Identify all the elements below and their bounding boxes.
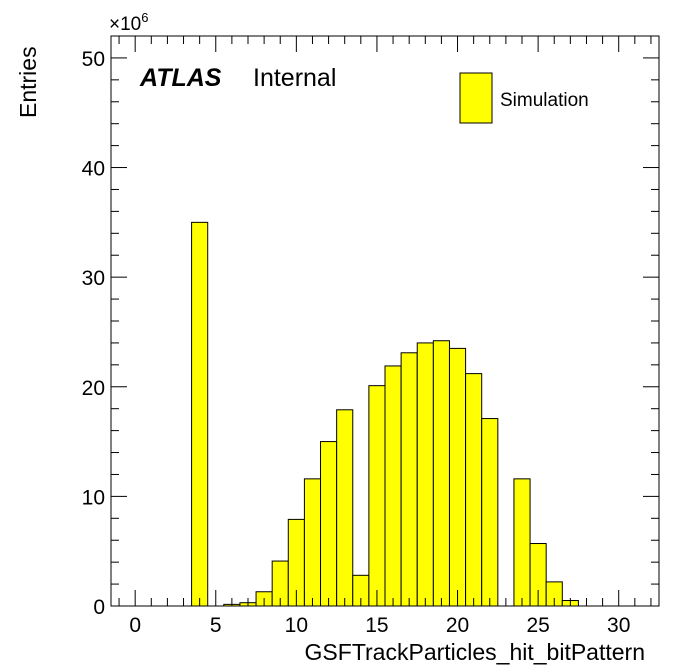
y-tick-label: 10 bbox=[82, 486, 105, 509]
y-tick-label: 30 bbox=[82, 267, 105, 290]
y-axis-multiplier: ×106 bbox=[109, 10, 148, 35]
legend: Simulation bbox=[459, 72, 589, 124]
plot-frame bbox=[110, 35, 660, 607]
histogram-bar bbox=[303, 478, 322, 607]
x-tick-label: 30 bbox=[607, 614, 630, 637]
y-tick-labels: 0 10 20 30 40 50 bbox=[82, 48, 105, 619]
multiplier-exponent: 6 bbox=[141, 10, 148, 25]
x-axis-title: GSFTrackParticles_hit_bitPattern bbox=[305, 639, 645, 665]
y-tick-label: 50 bbox=[82, 48, 105, 71]
x-tick-label: 0 bbox=[129, 614, 141, 637]
histogram-bar bbox=[448, 347, 467, 607]
histogram-bar bbox=[513, 478, 531, 607]
histogram-bars bbox=[191, 221, 579, 607]
y-axis-title: Entries bbox=[15, 46, 41, 118]
histogram-bar bbox=[368, 385, 386, 607]
internal-label: Internal bbox=[253, 64, 336, 92]
y-tick-label: 0 bbox=[93, 596, 105, 619]
multiplier-base: ×10 bbox=[109, 14, 141, 35]
legend-swatch-simulation bbox=[459, 72, 493, 124]
histogram-bar bbox=[400, 352, 418, 607]
x-tick-label: 10 bbox=[285, 614, 308, 637]
histogram-bar bbox=[336, 409, 354, 607]
histogram-bar bbox=[481, 418, 499, 607]
histogram-bar bbox=[191, 221, 209, 607]
histogram-bar bbox=[432, 340, 450, 607]
histogram-bar bbox=[320, 441, 338, 607]
histogram-bar bbox=[416, 342, 434, 607]
histogram-bar bbox=[384, 365, 402, 607]
x-tick-labels: 0 5 10 15 20 25 30 bbox=[129, 614, 630, 637]
axis-ticks bbox=[111, 35, 659, 607]
histogram-bar bbox=[465, 373, 483, 607]
x-tick-label: 20 bbox=[446, 614, 469, 637]
atlas-label: ATLAS bbox=[139, 64, 222, 92]
y-tick-label: 40 bbox=[82, 158, 105, 181]
legend-label-simulation: Simulation bbox=[500, 90, 589, 111]
y-tick-label: 20 bbox=[82, 377, 105, 400]
x-tick-label: 15 bbox=[365, 614, 388, 637]
x-tick-label: 25 bbox=[526, 614, 549, 637]
x-tick-label: 5 bbox=[210, 614, 222, 637]
